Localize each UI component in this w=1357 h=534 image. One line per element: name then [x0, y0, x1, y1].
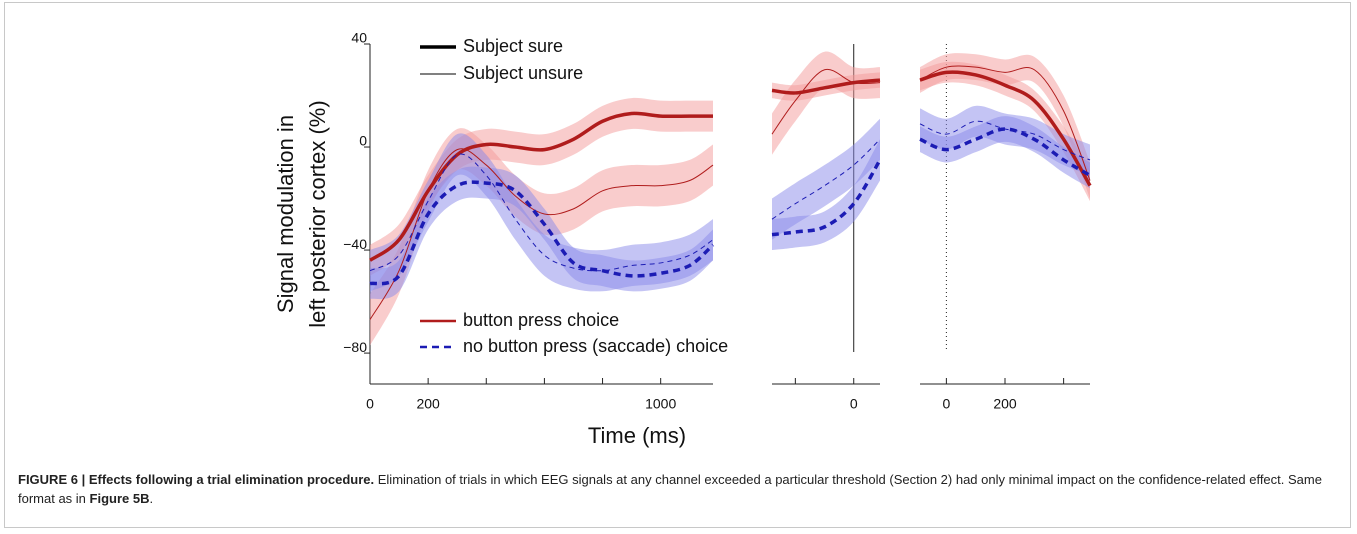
chart: 40 0 −40 −80 Signal modulation in left poster…	[273, 30, 1092, 448]
line	[771, 78, 881, 95]
line	[919, 120, 1091, 161]
y-tick-label: −80	[343, 339, 367, 355]
x-tick-label: 0	[366, 396, 374, 412]
x-tick-label: 200	[416, 396, 440, 412]
line	[771, 138, 881, 220]
confidence-band	[920, 105, 1090, 176]
x-axis-label: Time (ms)	[588, 423, 686, 448]
confidence-band	[772, 118, 880, 240]
x-tick-label: 0	[942, 396, 950, 412]
legend-label: no button press (saccade) choice	[463, 336, 728, 356]
line	[919, 65, 1091, 181]
y-axis-label: Signal modulation in	[273, 115, 298, 313]
y-axis-label: left posterior cortex (%)	[305, 100, 330, 327]
line	[369, 148, 714, 320]
line	[919, 70, 1092, 187]
confidence-band	[920, 53, 1090, 199]
caption-end: .	[149, 491, 154, 506]
line	[369, 153, 714, 272]
line	[369, 180, 715, 286]
confidence-band	[772, 139, 880, 251]
caption-ref: Figure 5B	[89, 491, 150, 506]
confidence-band	[772, 51, 880, 155]
legend-label: Subject sure	[463, 36, 563, 56]
line	[771, 68, 881, 135]
confidence-band	[370, 128, 713, 346]
x-tick-label: 0	[850, 396, 858, 412]
legend-label: Subject unsure	[463, 63, 583, 83]
figure-frame	[4, 2, 1351, 528]
x-tick-label: 1000	[645, 396, 676, 412]
caption-label: FIGURE 6 | Effects following a trial eli…	[18, 472, 375, 487]
x-tick-label: 200	[993, 396, 1017, 412]
y-tick-label: 0	[359, 133, 367, 149]
caption: FIGURE 6 | Effects following a trial eli…	[18, 470, 1338, 508]
line	[771, 159, 882, 237]
y-tick-label: 40	[351, 30, 367, 46]
legend-label: button press choice	[463, 310, 619, 330]
caption-text: Elimination of trials in which EEG signa…	[18, 472, 1322, 506]
y-tick-label: −40	[343, 236, 367, 252]
confidence-band	[370, 133, 713, 292]
